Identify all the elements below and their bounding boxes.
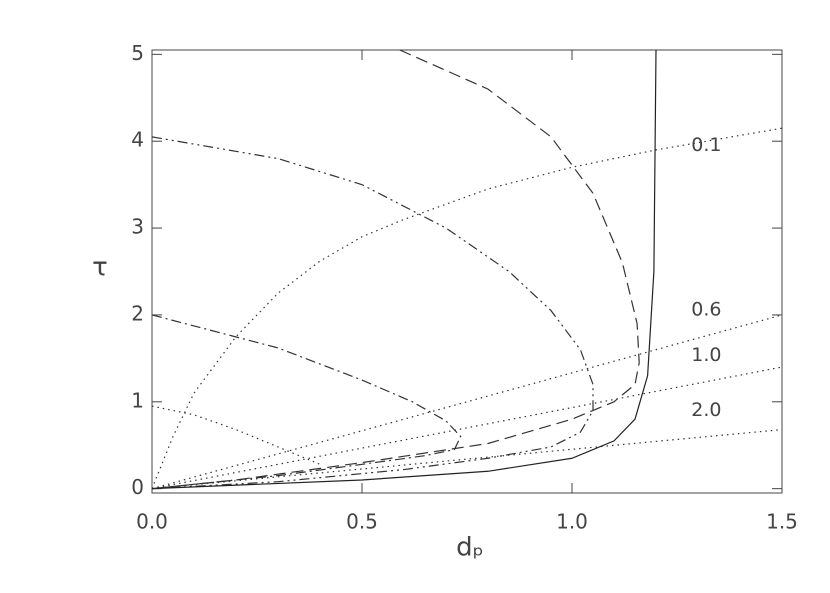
x-tick-label: 0.5	[346, 510, 378, 534]
curve	[151, 136, 594, 490]
y-tick-label: 3	[131, 215, 144, 239]
y-tick-label: 4	[131, 128, 144, 152]
x-tick-label: 1.5	[766, 510, 798, 534]
curve-label: 0.1	[691, 134, 721, 156]
y-axis-label: τ	[92, 253, 108, 283]
curve	[151, 428, 783, 490]
y-tick-label: 0	[131, 475, 144, 499]
curve	[151, 366, 783, 490]
curve-label: 0.6	[691, 298, 721, 320]
curve-label: 2.0	[691, 399, 721, 421]
x-axis-label: dₚ	[456, 533, 484, 563]
plot-frame	[151, 49, 783, 494]
curve	[151, 314, 783, 490]
y-tick-label: 2	[131, 301, 144, 325]
curve	[151, 314, 462, 490]
curve	[151, 405, 321, 465]
curve	[151, 49, 640, 490]
x-tick-label: 0.0	[136, 510, 168, 534]
curve	[151, 49, 657, 490]
y-tick-label: 5	[131, 41, 144, 65]
x-tick-label: 1.0	[556, 510, 588, 534]
curve	[151, 127, 783, 489]
y-tick-label: 1	[131, 388, 144, 412]
curve-label: 1.0	[691, 344, 721, 366]
